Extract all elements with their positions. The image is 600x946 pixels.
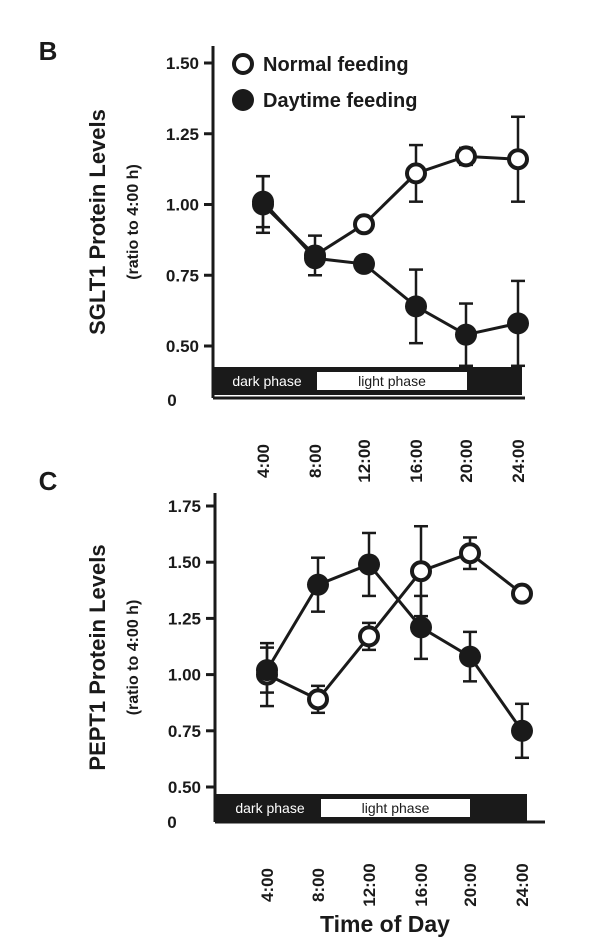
point-daytime-feeding xyxy=(405,295,427,318)
legend-marker-daytime xyxy=(232,89,254,111)
panel-label: B xyxy=(39,36,58,66)
point-normal-feeding xyxy=(507,148,529,171)
series-line-daytime xyxy=(261,200,519,337)
point-daytime-feeding xyxy=(358,553,380,576)
panel-C: C 0.50 0.75 1.00 1.25 1.50 1.75 0 PEPT1 Protein … xyxy=(39,466,545,907)
point-normal-feeding xyxy=(405,162,427,185)
y-tick-label: 1.00 xyxy=(168,666,201,685)
x-tick-label: 12:00 xyxy=(360,863,379,906)
y-axis-label: PEPT1 Protein Levels xyxy=(85,544,110,770)
y-tick-label: 1.25 xyxy=(168,609,201,628)
panel-label: C xyxy=(39,466,58,496)
x-tick-label: 16:00 xyxy=(407,439,426,482)
point-daytime-feeding xyxy=(507,312,529,335)
x-tick-label: 8:00 xyxy=(306,444,325,478)
y-axis-sublabel: (ratio to 4:00 h) xyxy=(125,600,142,716)
y-tick-label: 0.75 xyxy=(166,266,199,285)
y-tick-label: 1.50 xyxy=(168,553,201,572)
legend: Normal feeding Daytime feeding xyxy=(232,53,417,112)
y-tick-label: 0.75 xyxy=(168,722,201,741)
series-line-normal xyxy=(261,154,519,258)
x-tick-label: 12:00 xyxy=(355,439,374,482)
y-tick-label: 1.00 xyxy=(166,196,199,215)
point-normal-feeding xyxy=(410,560,432,583)
x-tick-label: 20:00 xyxy=(461,863,480,906)
series-line-daytime xyxy=(265,562,524,732)
point-daytime-feeding xyxy=(252,190,274,213)
point-daytime-feeding xyxy=(455,323,477,346)
point-daytime-feeding xyxy=(511,719,533,742)
y-tick-label-zero: 0 xyxy=(167,391,176,410)
x-tick-label: 4:00 xyxy=(258,868,277,902)
phase-bar-light-label: light phase xyxy=(362,800,430,816)
point-normal-feeding xyxy=(511,582,533,605)
y-axis-label: SGLT1 Protein Levels xyxy=(85,109,110,335)
y-tick-label: 0.50 xyxy=(168,778,201,797)
y-tick-label-zero: 0 xyxy=(167,813,176,832)
point-normal-feeding xyxy=(455,145,477,168)
point-normal-feeding xyxy=(353,213,375,236)
point-daytime-feeding xyxy=(459,645,481,668)
y-tick-label: 1.25 xyxy=(166,125,199,144)
x-tick-label: 24:00 xyxy=(513,863,532,906)
panel-B: B 0.50 0.75 1.00 1.25 1.50 0 SGLT1 Protein Leve… xyxy=(39,36,529,483)
phase-bar-light-label: light phase xyxy=(358,373,426,389)
phase-bar-light xyxy=(321,799,470,817)
x-tick-label: 4:00 xyxy=(254,444,273,478)
legend-label-normal: Normal feeding xyxy=(263,54,409,76)
point-normal-feeding xyxy=(307,688,329,711)
x-axis-title: Time of Day xyxy=(320,911,450,937)
point-daytime-feeding xyxy=(256,659,278,682)
x-tick-label: 20:00 xyxy=(457,439,476,482)
point-daytime-feeding xyxy=(410,616,432,639)
phase-bar-dark-label: dark phase xyxy=(235,800,304,816)
y-axis-sublabel: (ratio to 4:00 h) xyxy=(125,164,142,280)
point-daytime-feeding xyxy=(307,573,329,596)
point-normal-feeding xyxy=(459,542,481,565)
point-daytime-feeding xyxy=(353,252,375,275)
x-tick-label: 8:00 xyxy=(309,868,328,902)
phase-bar-dark-label: dark phase xyxy=(232,373,301,389)
x-tick-label: 24:00 xyxy=(509,439,528,482)
x-tick-label: 16:00 xyxy=(412,863,431,906)
phase-bar-light xyxy=(317,372,467,390)
legend-label-daytime: Daytime feeding xyxy=(263,90,417,112)
y-tick-label: 1.50 xyxy=(166,54,199,73)
point-normal-feeding xyxy=(358,625,380,648)
y-tick-label: 1.75 xyxy=(168,497,201,516)
legend-marker-normal xyxy=(232,53,254,75)
point-daytime-feeding xyxy=(304,247,326,270)
y-tick-label: 0.50 xyxy=(166,337,199,356)
